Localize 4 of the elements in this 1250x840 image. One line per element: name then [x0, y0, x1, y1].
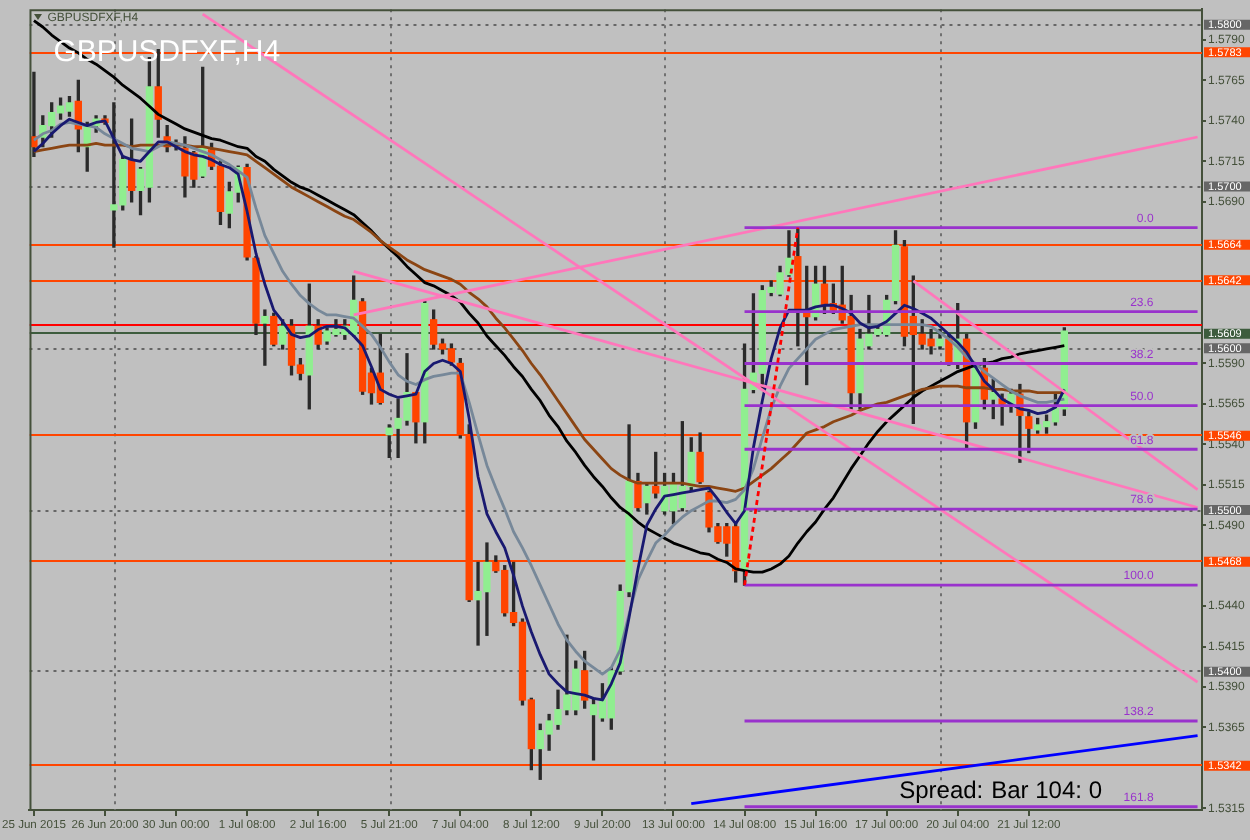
candlestick: [110, 102, 118, 248]
annotation: Spread:: [899, 776, 984, 804]
candlestick: [261, 309, 269, 366]
annotation: Bar 104: 0: [991, 776, 1103, 804]
